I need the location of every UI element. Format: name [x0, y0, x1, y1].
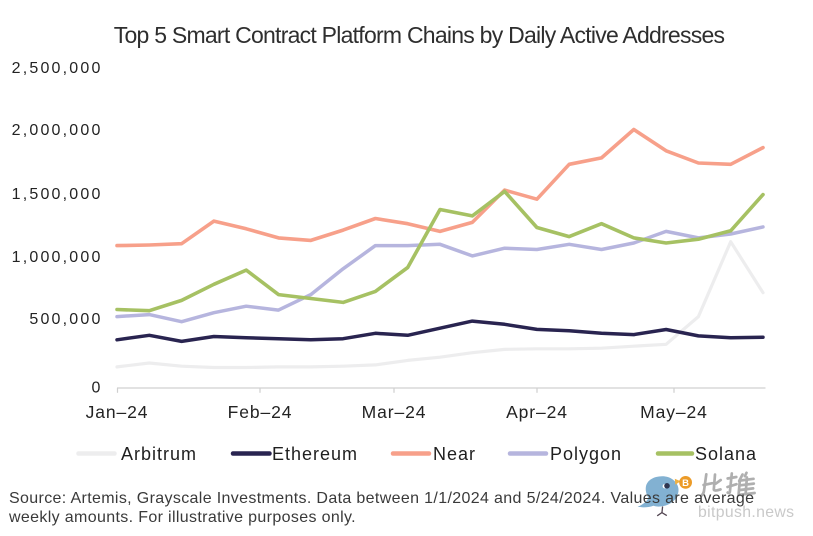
svg-text:Near: Near	[433, 444, 476, 464]
svg-text:Apr–24: Apr–24	[506, 402, 568, 422]
svg-text:B: B	[682, 478, 689, 489]
svg-text:Arbitrum: Arbitrum	[121, 444, 197, 464]
svg-text:Jan–24: Jan–24	[86, 402, 149, 422]
svg-text:1,500,000: 1,500,000	[12, 186, 103, 203]
svg-text:Polygon: Polygon	[550, 444, 622, 464]
svg-text:weekly amounts. For illustrati: weekly amounts. For illustrative purpose…	[8, 509, 356, 526]
svg-text:1,000,000: 1,000,000	[12, 249, 103, 266]
svg-text:2,000,000: 2,000,000	[12, 122, 103, 139]
svg-text:Mar–24: Mar–24	[362, 402, 427, 422]
svg-text:2,500,000: 2,500,000	[12, 60, 103, 77]
svg-text:bitpush.news: bitpush.news	[698, 504, 794, 521]
svg-text:500,000: 500,000	[29, 311, 102, 328]
svg-text:Source: Artemis, Grayscale Inv: Source: Artemis, Grayscale Investments. …	[9, 490, 754, 507]
svg-text:Feb–24: Feb–24	[228, 402, 293, 422]
svg-text:May–24: May–24	[640, 402, 708, 422]
svg-text:Solana: Solana	[695, 444, 757, 464]
svg-text:Ethereum: Ethereum	[272, 444, 358, 464]
svg-text:0: 0	[91, 379, 102, 396]
svg-text:Top 5 Smart Contract Platform: Top 5 Smart Contract Platform Chains by …	[114, 22, 725, 48]
